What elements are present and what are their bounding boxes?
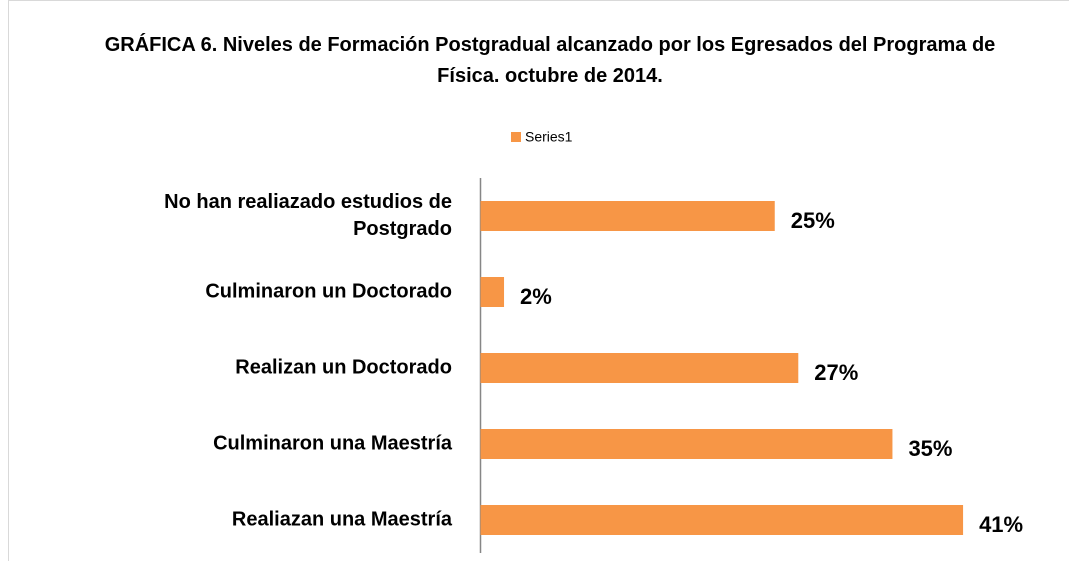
bar bbox=[480, 429, 893, 459]
y-tick-label: Culminaron un Doctorado bbox=[205, 280, 452, 303]
bar bbox=[480, 201, 775, 231]
data-label: 2% bbox=[520, 284, 552, 309]
bar bbox=[480, 353, 799, 383]
y-tick-label: Culminaron una Maestría bbox=[213, 432, 452, 455]
chart-frame bbox=[8, 0, 1069, 561]
bar bbox=[480, 505, 964, 535]
data-label: 35% bbox=[908, 436, 952, 461]
legend-swatch bbox=[511, 132, 521, 142]
chart-title: GRÁFICA 6. Niveles de Formación Postgrad… bbox=[104, 34, 996, 87]
legend-label: Series1 bbox=[525, 129, 573, 145]
data-label: 27% bbox=[814, 360, 858, 385]
bar bbox=[480, 277, 505, 307]
y-tick-label: No han realiazado estudios de Postgrado bbox=[164, 191, 452, 240]
data-label: 25% bbox=[791, 208, 835, 233]
y-tick-label: Realiazan una Maestría bbox=[231, 508, 452, 531]
data-label: 41% bbox=[979, 512, 1023, 537]
y-tick-label: Realizan un Doctorado bbox=[235, 356, 452, 379]
